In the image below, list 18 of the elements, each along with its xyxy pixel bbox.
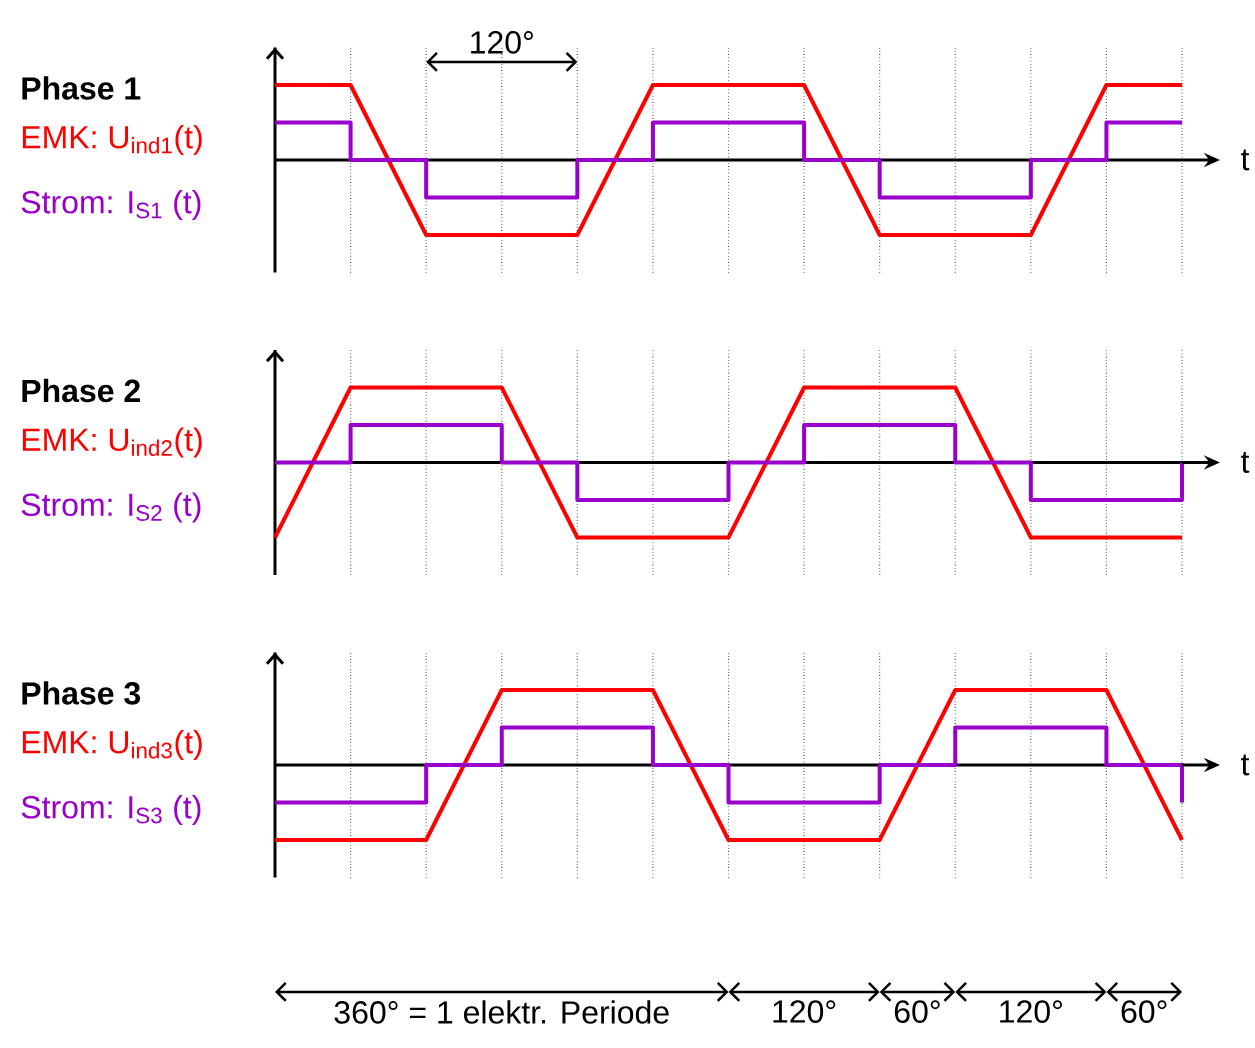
text: Strom: I$_{S2}$ (t) [21,492,201,523]
chart-title: Phase 2 [22,378,140,403]
text: Strom: I$_{S1}$ (t) [21,190,201,220]
x-axis-title: t [1241,754,1250,776]
text: EMK: U$_{ind2}$(t) [22,427,202,458]
text: 120° [471,31,533,54]
text: 60° [894,1000,940,1023]
chart-title: Phase 3 [22,681,141,705]
text: EMK: U$_{ind1}$(t) [22,125,202,155]
text: 60° [1121,1000,1167,1023]
chart-title: Phase 1 [22,76,141,100]
text: Strom: I$_{S3}$ (t) [21,795,201,825]
x-axis-title: t [1241,149,1250,171]
text: 120° [1000,1000,1062,1023]
text: 120° [773,1000,836,1023]
x-axis-title: t [1241,452,1250,473]
text: 360° = 1 elektr. Periode [334,1000,669,1024]
text: EMK: U$_{ind3}$(t) [22,730,202,760]
